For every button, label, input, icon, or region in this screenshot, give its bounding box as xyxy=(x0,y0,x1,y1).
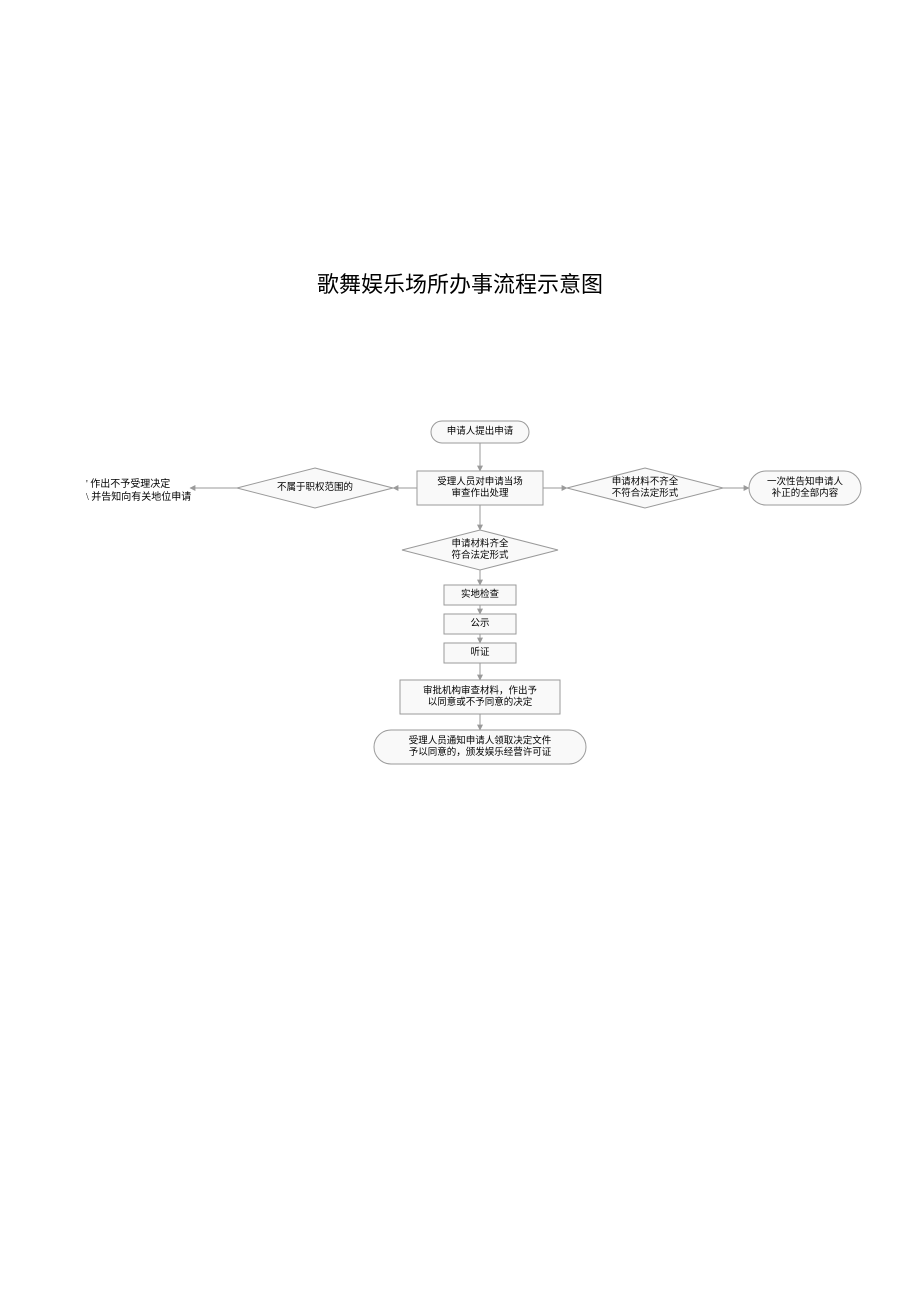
node-label: 公示 xyxy=(470,618,489,629)
side-note-line1: ' 作出不予受理决定 xyxy=(86,479,170,490)
page-title: 歌舞娱乐场所办事流程示意图 xyxy=(0,267,920,299)
node-label: 一次性告知申请人 xyxy=(767,475,844,487)
node-label: 申请人提出申请 xyxy=(447,425,514,437)
node-start: 申请人提出申请 xyxy=(431,421,529,443)
node-label: 申请材料齐全 xyxy=(451,537,509,549)
node-d_left: 不属于职权范围的 xyxy=(237,468,393,508)
node-d_mid: 申请材料齐全符合法定形式 xyxy=(402,530,558,570)
nodes: 申请人提出申请受理人员对申请当场审查作出处理不属于职权范围的申请材料不齐全不符合… xyxy=(237,421,861,764)
page: 歌舞娱乐场所办事流程示意图 ' 作出不予受理决定 \ 并告知向有关地位申请 申请… xyxy=(0,0,920,1301)
node-label: 受理人员通知申请人领取决定文件 xyxy=(409,734,552,746)
node-label: 符合法定形式 xyxy=(451,549,509,561)
node-label: 受理人员对申请当场 xyxy=(437,475,523,487)
node-process: 受理人员对申请当场审查作出处理 xyxy=(417,471,543,505)
node-label: 听证 xyxy=(470,647,490,658)
node-term_r: 一次性告知申请人补正的全部内容 xyxy=(749,471,861,505)
node-label: 予以同意的，颁发娱乐经营许可证 xyxy=(409,746,552,758)
node-label: 不属于职权范围的 xyxy=(277,481,353,493)
flowchart: 申请人提出申请受理人员对申请当场审查作出处理不属于职权范围的申请材料不齐全不符合… xyxy=(170,414,890,794)
node-label: 以同意或不予同意的决定 xyxy=(428,696,533,708)
node-hearing: 听证 xyxy=(444,643,516,663)
node-label: 不符合法定形式 xyxy=(612,487,679,499)
node-d_right: 申请材料不齐全不符合法定形式 xyxy=(567,468,723,508)
node-public: 公示 xyxy=(444,614,516,634)
node-label: 实地检查 xyxy=(461,588,500,600)
node-end: 受理人员通知申请人领取决定文件予以同意的，颁发娱乐经营许可证 xyxy=(374,730,586,764)
node-approve: 审批机构审查材料，作出予以同意或不予同意的决定 xyxy=(400,680,560,714)
node-inspect: 实地检查 xyxy=(444,585,516,605)
node-label: 审查作出处理 xyxy=(451,487,509,499)
node-label: 申请材料不齐全 xyxy=(612,475,679,487)
node-label: 补正的全部内容 xyxy=(772,487,839,499)
node-label: 审批机构审查材料，作出予 xyxy=(423,684,538,696)
